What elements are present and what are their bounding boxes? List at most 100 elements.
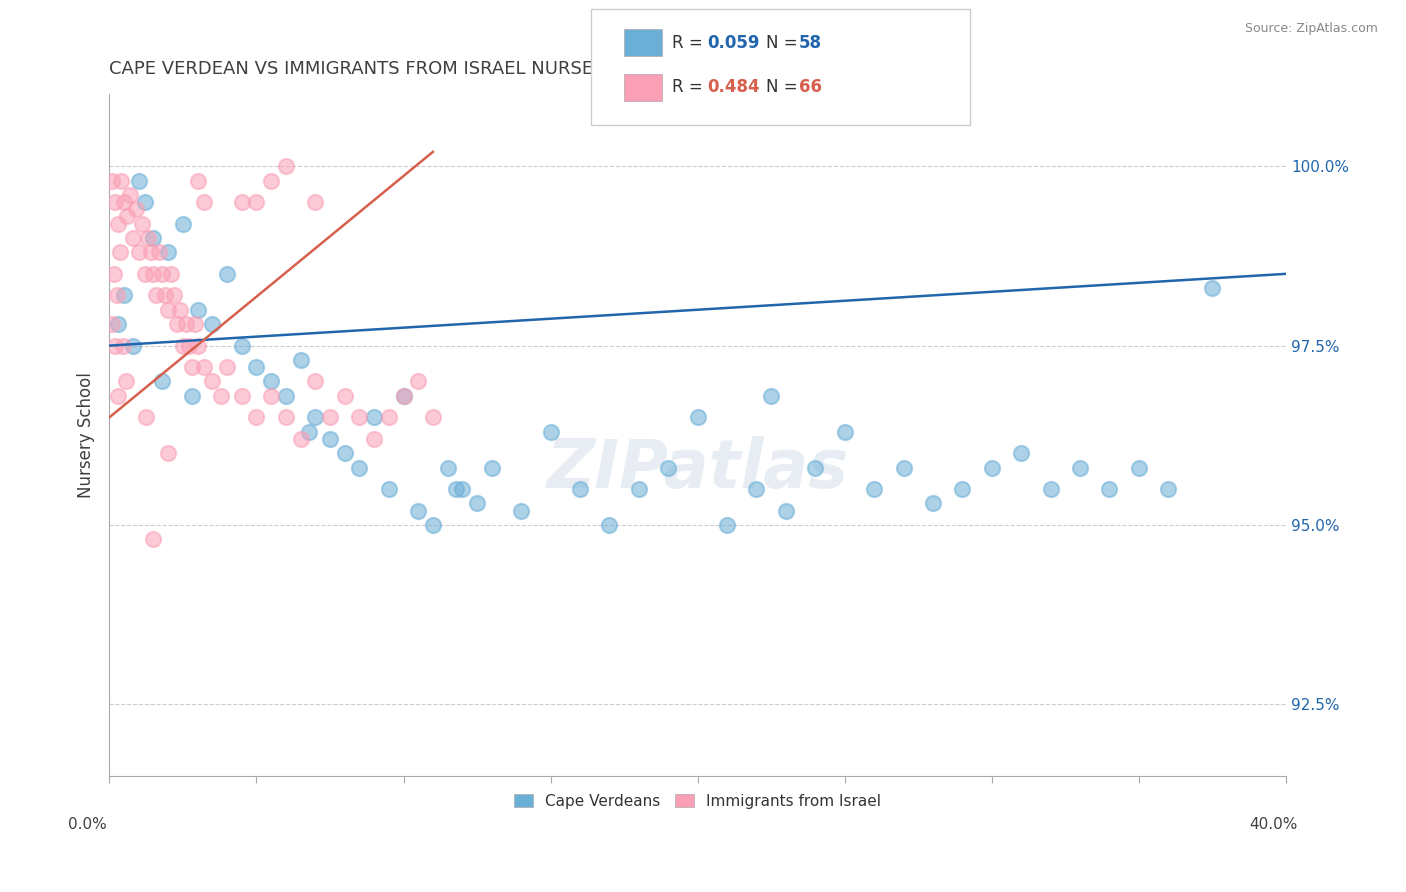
Point [451, 482, 474, 496]
Point [142, 533, 165, 547]
Point [922, 496, 945, 510]
Point [157, 446, 180, 460]
Point [215, 360, 238, 375]
Text: Source: ZipAtlas.com: Source: ZipAtlas.com [1244, 22, 1378, 36]
Point [131, 217, 153, 231]
Text: R =: R = [672, 78, 709, 96]
Point [304, 410, 326, 425]
Point [260, 389, 283, 403]
Point [657, 460, 679, 475]
Point [142, 267, 165, 281]
Point [260, 375, 283, 389]
Point [804, 460, 827, 475]
Point [980, 460, 1002, 475]
Point [349, 460, 371, 475]
Point [136, 231, 159, 245]
Point [107, 317, 129, 331]
Text: 58: 58 [799, 34, 821, 52]
Point [436, 460, 458, 475]
Point [112, 288, 135, 302]
Point [187, 302, 209, 317]
Text: R =: R = [672, 34, 709, 52]
Point [745, 482, 768, 496]
Point [122, 338, 145, 352]
Point [142, 231, 165, 245]
Point [446, 482, 468, 496]
Point [201, 375, 224, 389]
Point [686, 410, 709, 425]
Point [145, 288, 167, 302]
Point [304, 195, 326, 210]
Point [134, 267, 156, 281]
Point [245, 410, 267, 425]
Point [392, 389, 415, 403]
Point [183, 317, 205, 331]
Point [392, 389, 415, 403]
Point [231, 338, 253, 352]
Point [105, 288, 128, 302]
Point [134, 195, 156, 210]
Point [290, 353, 312, 368]
Point [1128, 460, 1150, 475]
Point [406, 375, 429, 389]
Point [716, 518, 738, 533]
Point [231, 389, 253, 403]
Point [104, 195, 127, 210]
Point [1157, 482, 1180, 496]
Point [148, 245, 170, 260]
Point [169, 302, 191, 317]
Point [1201, 281, 1223, 295]
Point [187, 173, 209, 187]
Point [363, 410, 385, 425]
Point [333, 389, 356, 403]
Point [115, 210, 138, 224]
Point [150, 267, 173, 281]
Legend: Cape Verdeans, Immigrants from Israel: Cape Verdeans, Immigrants from Israel [506, 786, 889, 816]
Point [893, 460, 915, 475]
Point [304, 375, 326, 389]
Point [378, 482, 401, 496]
Point [422, 410, 444, 425]
Point [160, 267, 183, 281]
Point [406, 503, 429, 517]
Point [172, 217, 194, 231]
Point [298, 425, 321, 439]
Point [863, 482, 886, 496]
Point [104, 338, 127, 352]
Point [1039, 482, 1062, 496]
Point [349, 410, 371, 425]
Point [112, 195, 135, 210]
Point [128, 245, 150, 260]
Point [201, 317, 224, 331]
Point [1098, 482, 1121, 496]
Point [510, 503, 533, 517]
Point [333, 446, 356, 460]
Point [187, 338, 209, 352]
Point [378, 410, 401, 425]
Point [761, 389, 783, 403]
Point [834, 425, 856, 439]
Point [422, 518, 444, 533]
Point [125, 202, 148, 217]
Text: N =: N = [766, 78, 803, 96]
Point [107, 217, 129, 231]
Point [260, 173, 283, 187]
Point [103, 267, 125, 281]
Point [290, 432, 312, 446]
Text: 0.059: 0.059 [707, 34, 759, 52]
Point [108, 245, 131, 260]
Point [135, 410, 157, 425]
Point [157, 245, 180, 260]
Point [155, 288, 177, 302]
Text: 66: 66 [799, 78, 821, 96]
Point [245, 195, 267, 210]
Point [245, 360, 267, 375]
Text: ZIPatlas: ZIPatlas [547, 436, 849, 502]
Point [101, 173, 124, 187]
Point [775, 503, 797, 517]
Point [274, 159, 297, 173]
Point [172, 338, 194, 352]
Point [111, 338, 134, 352]
Text: 40.0%: 40.0% [1250, 817, 1298, 832]
Point [274, 410, 297, 425]
